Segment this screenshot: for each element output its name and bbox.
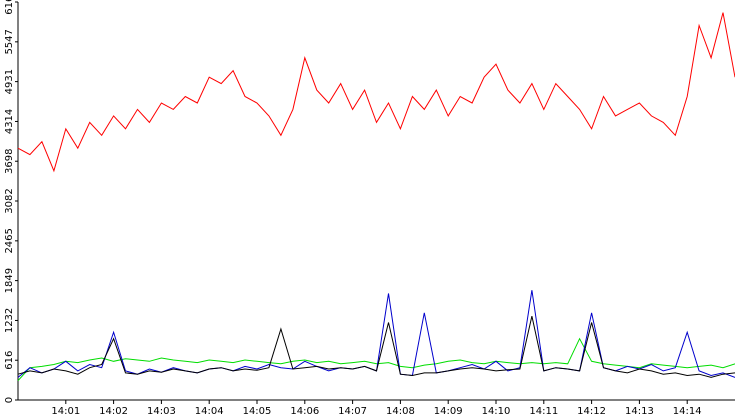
x-tick-label: 14:10 bbox=[482, 406, 511, 415]
x-tick-label: 14:11 bbox=[529, 406, 558, 415]
series-line bbox=[17, 315, 735, 378]
series-line bbox=[17, 12, 735, 173]
y-tick-label: 4314 bbox=[4, 109, 15, 134]
x-tick-label: 14:02 bbox=[99, 406, 128, 415]
x-tick-label: 14:09 bbox=[434, 406, 463, 415]
series-line bbox=[17, 337, 735, 381]
y-tick-label: 6164 bbox=[4, 0, 15, 15]
x-tick-label: 14:06 bbox=[290, 406, 319, 415]
y-tick-label: 616 bbox=[4, 351, 15, 370]
y-tick-label: 0 bbox=[4, 397, 15, 403]
x-tick-label: 14:05 bbox=[243, 406, 272, 415]
y-tick-label: 1232 bbox=[4, 308, 15, 333]
y-tick-label: 4931 bbox=[4, 69, 15, 94]
y-tick-label: 3698 bbox=[4, 148, 15, 173]
x-tick-label: 14:01 bbox=[51, 406, 80, 415]
x-tick-label: 14:04 bbox=[195, 406, 224, 415]
y-tick-label: 3082 bbox=[4, 188, 15, 213]
x-tick-label: 14:03 bbox=[147, 406, 176, 415]
x-tick-label: 14:07 bbox=[338, 406, 367, 415]
series-line bbox=[17, 290, 735, 378]
x-tick-label: 14:13 bbox=[625, 406, 654, 415]
x-tick-label: 14:14 bbox=[673, 406, 702, 415]
y-tick-label: 5547 bbox=[4, 29, 15, 54]
x-tick-label: 14:08 bbox=[386, 406, 415, 415]
y-tick-label: 1849 bbox=[4, 268, 15, 293]
y-tick-label: 2465 bbox=[4, 228, 15, 253]
x-tick-label: 14:12 bbox=[577, 406, 606, 415]
